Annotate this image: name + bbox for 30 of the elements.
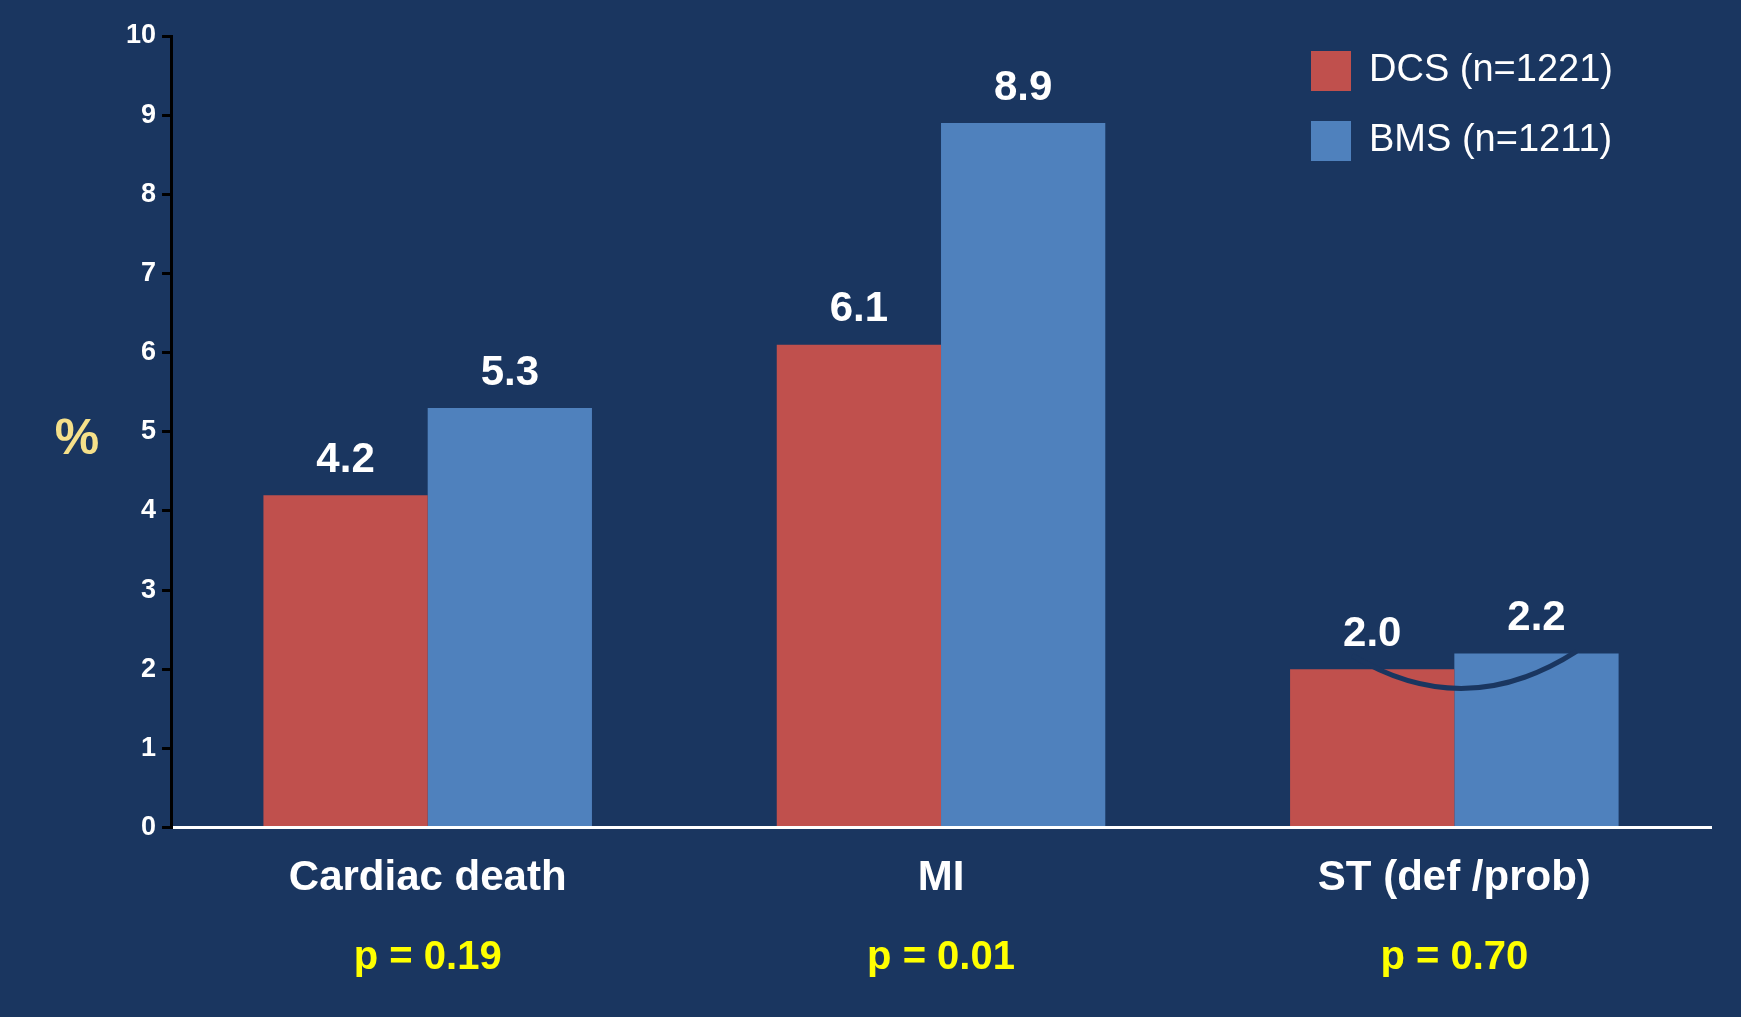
x-tick-label: Cardiac death [288, 852, 567, 900]
data-label: 2.0 [1343, 607, 1402, 655]
bar [263, 495, 428, 827]
y-tick-label: 1 [141, 731, 157, 762]
y-tick-label: 6 [141, 336, 157, 367]
y-axis-title: % [54, 408, 100, 465]
text: p = 0.01 [867, 932, 1015, 977]
y-tick-label: 4 [141, 494, 157, 525]
text: p = 0.70 [1380, 932, 1529, 977]
bar [776, 344, 942, 827]
bar [941, 123, 1106, 827]
y-tick-label: 5 [141, 415, 157, 446]
y-tick-label: 7 [141, 256, 157, 287]
data-label: 2.2 [1507, 592, 1566, 640]
legend-label: BMS (n=1211) [1369, 117, 1613, 160]
x-tick-label: ST (def /prob) [1317, 852, 1591, 900]
y-tick-label: 2 [141, 652, 157, 683]
data-label: 4.2 [316, 433, 375, 481]
data-label: 6.1 [829, 283, 889, 331]
legend-label: DCS (n=1221) [1369, 47, 1613, 90]
data-label: 8.9 [993, 61, 1053, 109]
data-label: 5.3 [480, 346, 540, 394]
y-tick-label: 3 [141, 573, 157, 604]
y-tick-label: 10 [125, 19, 157, 50]
y-tick-label: 9 [141, 98, 157, 129]
x-tick-label: MI [917, 852, 965, 900]
text: p = 0.19 [353, 932, 502, 977]
bar [427, 408, 592, 827]
y-tick-label: 0 [141, 811, 157, 842]
y-tick-label: 8 [141, 177, 157, 208]
